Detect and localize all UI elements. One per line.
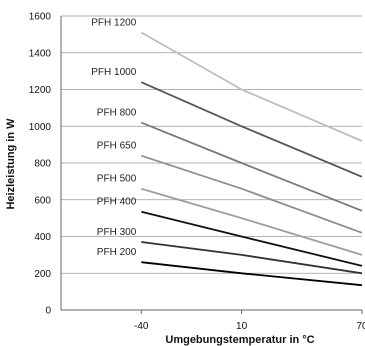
series-label-pfh-800: PFH 800 xyxy=(97,108,137,119)
y-axis-title: Heizleistung in W xyxy=(5,118,17,210)
x-tick-label-10: 10 xyxy=(236,321,248,332)
series-label-pfh-1000: PFH 1000 xyxy=(91,67,136,78)
series-line-pfh-400 xyxy=(141,210,363,267)
series-group xyxy=(140,31,363,287)
y-tick-label-800: 800 xyxy=(34,159,51,170)
y-tick-label-1000: 1000 xyxy=(29,122,52,133)
x-tick-label-70: 70 xyxy=(356,321,365,332)
series-line-pfh-500 xyxy=(141,187,363,256)
series-line-pfh-1000 xyxy=(140,81,363,178)
series-label-pfh-650: PFH 650 xyxy=(97,141,137,152)
series-line-pfh-200 xyxy=(141,261,363,287)
series-label-pfh-500: PFH 500 xyxy=(97,174,137,185)
series-labels: PFH 1200 PFH 1000 PFH 800 PFH 650 PFH 500 PFH… xyxy=(91,18,136,259)
x-axis-title: Umgebungstemperatur in °C xyxy=(165,334,314,346)
series-label-pfh-200: PFH 200 xyxy=(97,247,137,258)
series-label-pfh-300: PFH 300 xyxy=(97,227,137,238)
y-tick-label-1600: 1600 xyxy=(29,12,52,23)
y-tick-label-600: 600 xyxy=(34,195,51,206)
series-label-pfh-400: PFH 400 xyxy=(97,197,137,208)
y-tick-label-400: 400 xyxy=(34,232,51,243)
series-label-pfh-1200: PFH 1200 xyxy=(91,18,136,29)
y-tick-label-200: 200 xyxy=(34,269,51,280)
axes: 0 200 400 600 800 1000 1200 1400 1600 -40 10 70 xyxy=(29,12,365,333)
x-tick-label--40: -40 xyxy=(134,321,149,332)
series-line-pfh-300 xyxy=(141,241,363,275)
y-tick-label-0: 0 xyxy=(45,306,51,317)
series-line-pfh-1200 xyxy=(140,31,363,142)
y-tick-label-1400: 1400 xyxy=(29,48,52,59)
grid-lines xyxy=(61,15,362,311)
series-line-pfh-800 xyxy=(140,121,363,212)
y-tick-label-1200: 1200 xyxy=(29,85,52,96)
series-line-pfh-650 xyxy=(141,154,363,234)
